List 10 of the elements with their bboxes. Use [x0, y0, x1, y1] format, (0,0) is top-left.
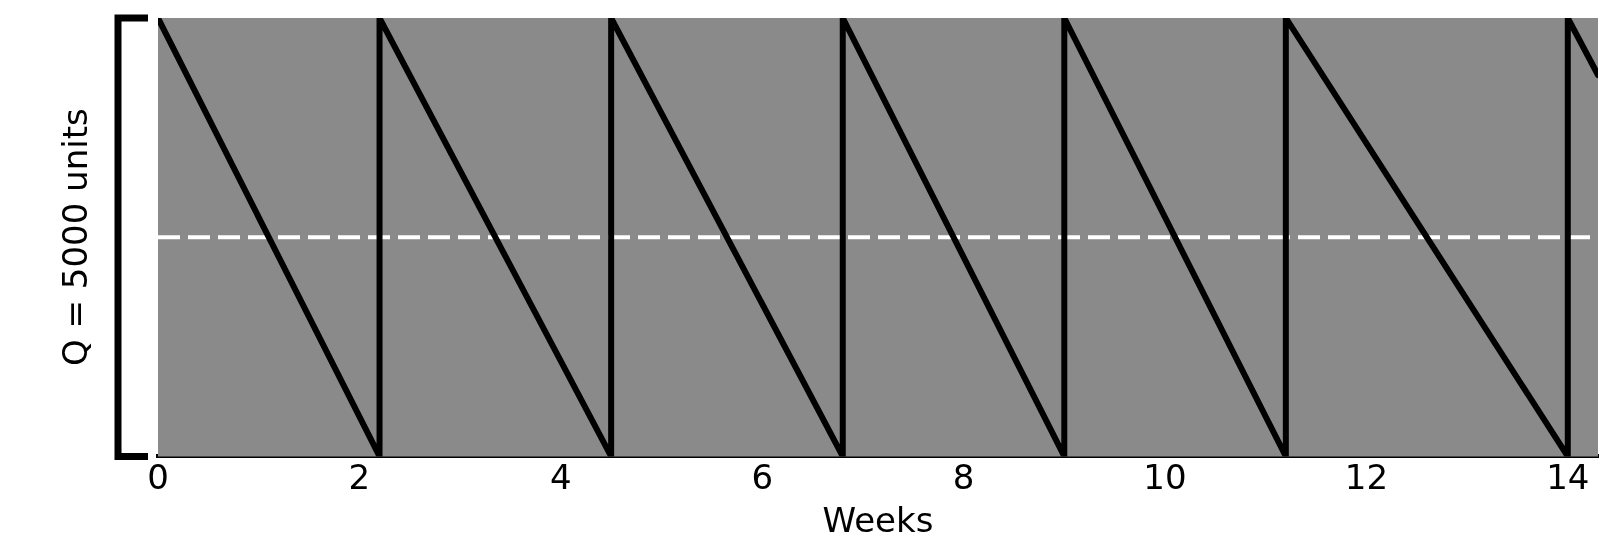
x-axis-title: Weeks — [822, 500, 934, 541]
x-tick-label: 2 — [348, 456, 371, 497]
x-tick-label: 12 — [1344, 456, 1389, 497]
x-tick-label: 6 — [751, 456, 774, 497]
y-axis-title: Q = 5000 units — [54, 108, 95, 367]
x-tick-label: 0 — [147, 456, 169, 497]
x-tick-label: 4 — [549, 456, 572, 497]
x-tick-label: 8 — [952, 456, 975, 497]
x-tick-label: 10 — [1143, 456, 1187, 497]
x-tick-label: 14 — [1546, 456, 1590, 497]
